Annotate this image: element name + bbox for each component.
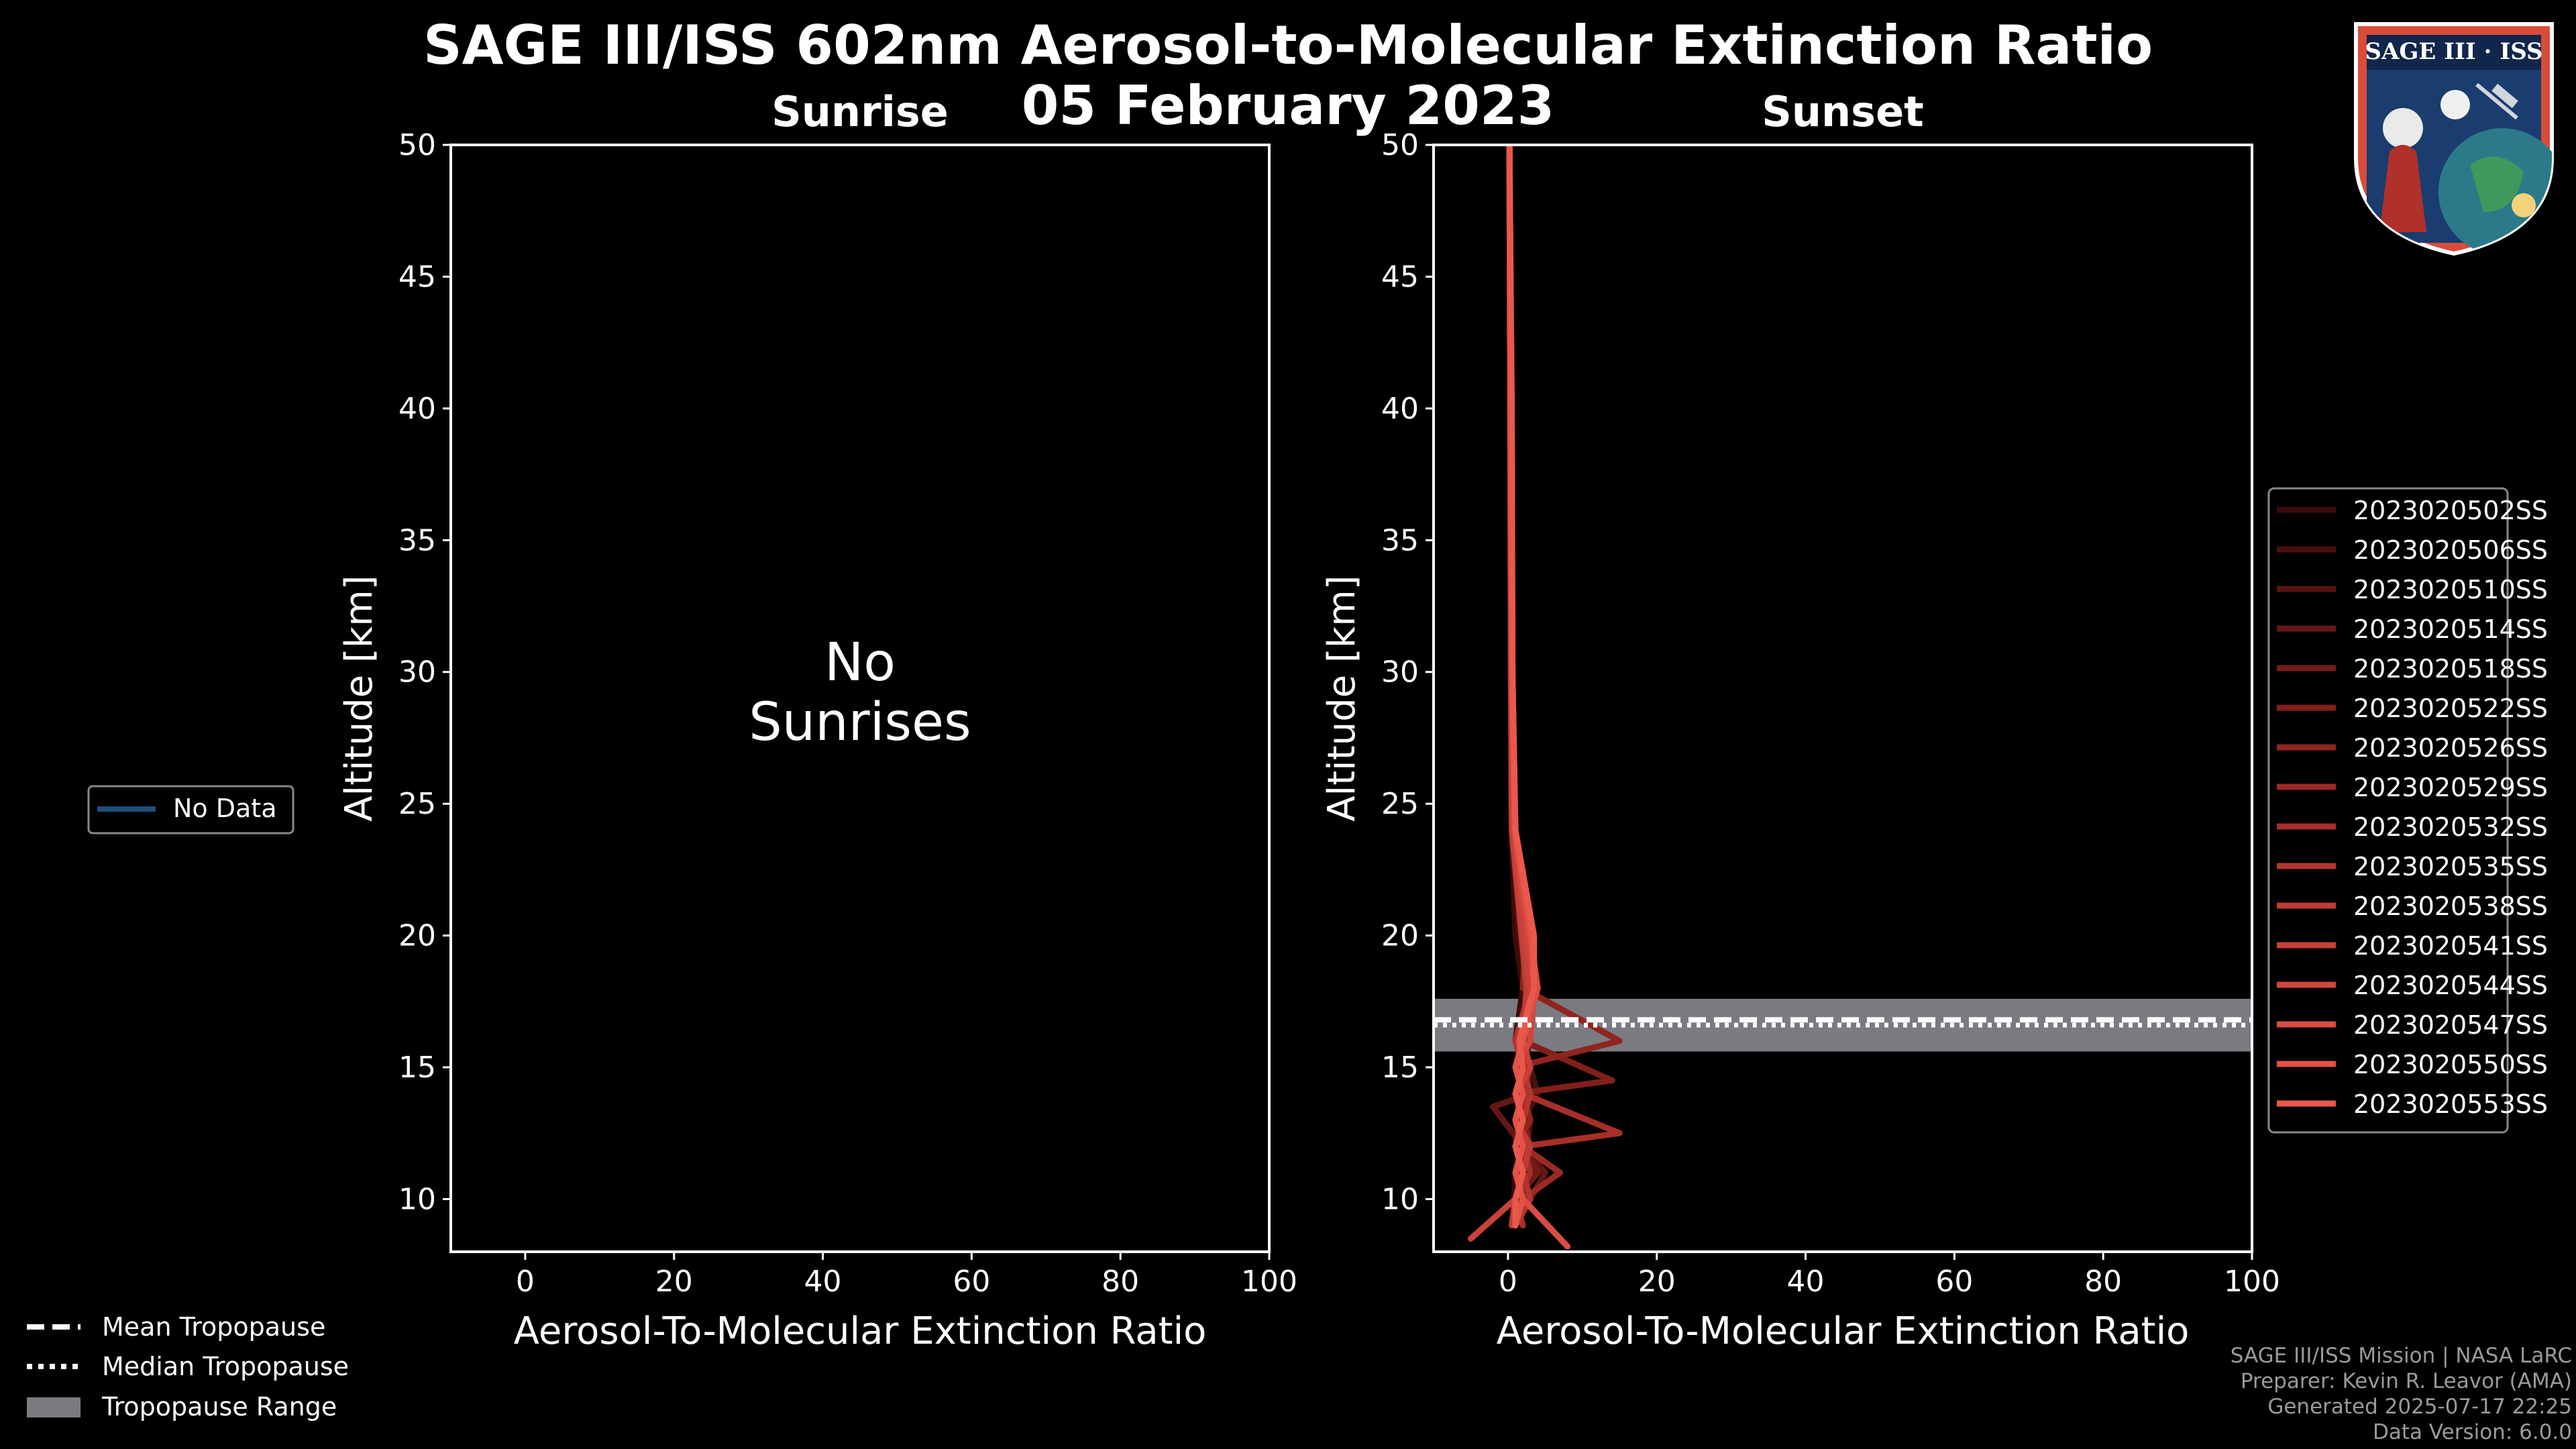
sunrise-ytick-label: 30 — [398, 655, 436, 690]
footer: SAGE III/ISS Mission | NASA LaRC Prepare… — [2231, 1343, 2572, 1445]
sunset-ytick-label: 15 — [1381, 1051, 1419, 1085]
sunset-panel: Sunset 0 20 40 60 80 100 10 15 20 25 30 35 40 45 50 Aero… — [1320, 87, 2548, 1353]
sunset-panel-title: Sunset — [1762, 87, 1924, 136]
figure-date: 05 February 2023 — [1022, 74, 1555, 137]
sunset-xtick-label: 60 — [1935, 1265, 1973, 1299]
sunrise-xtick-label: 80 — [1102, 1265, 1139, 1299]
no-sunrises-annotation-line1: No — [824, 633, 896, 693]
sunrise-panel-title: Sunrise — [771, 87, 949, 136]
legend-label-2023020532SS: 2023020532SS — [2353, 812, 2548, 842]
tropopause-range-swatch — [27, 1397, 80, 1417]
sunrise-panel: Sunrise 0 20 40 60 80 100 10 15 20 25 30 35 40 45 50 Aer… — [337, 87, 1297, 1353]
sunset-x-axis-label: Aerosol-To-Molecular Extinction Ratio — [1497, 1309, 2190, 1353]
sunset-xtick-label: 20 — [1638, 1265, 1676, 1299]
sunrise-ytick-label: 20 — [398, 919, 436, 953]
sunrise-xtick-label: 60 — [953, 1265, 990, 1299]
sunrise-ytick-label: 15 — [398, 1051, 436, 1085]
logo-text: SAGE III · ISS — [2365, 38, 2542, 65]
sunrise-ytick-label: 35 — [398, 523, 436, 557]
legend-label-2023020510SS: 2023020510SS — [2353, 575, 2548, 604]
sunset-legend-frame — [2267, 487, 2509, 1134]
sunset-ytick-label: 40 — [1381, 392, 1419, 426]
sunrise-ytick-label: 45 — [398, 260, 436, 294]
footer-version: Data Version: 6.0.0 — [2372, 1420, 2572, 1444]
legend-label-2023020550SS: 2023020550SS — [2353, 1050, 2548, 1079]
legend-label-2023020502SS: 2023020502SS — [2353, 496, 2548, 525]
sunset-xtick-label: 80 — [2084, 1265, 2122, 1299]
footer-generated: Generated 2025-07-17 22:25 — [2267, 1395, 2572, 1419]
sunrise-ytick-label: 25 — [398, 787, 436, 821]
legend-label-2023020553SS: 2023020553SS — [2353, 1089, 2548, 1119]
sunset-ytick-label: 10 — [1381, 1182, 1419, 1216]
no-sunrises-annotation-line2: Sunrises — [749, 692, 971, 753]
tropopause-range-label: Tropopause Range — [101, 1392, 337, 1421]
sunrise-xtick-label: 0 — [516, 1265, 535, 1299]
sunrise-x-axis-label: Aerosol-To-Molecular Extinction Ratio — [514, 1309, 1207, 1353]
sunrise-ytick-label: 10 — [398, 1182, 436, 1216]
legend-label-2023020547SS: 2023020547SS — [2353, 1010, 2548, 1040]
legend-label-2023020529SS: 2023020529SS — [2353, 773, 2548, 802]
sunset-xtick-label: 100 — [2224, 1265, 2280, 1299]
legend-label-2023020541SS: 2023020541SS — [2353, 931, 2548, 961]
sunrise-ytick-label: 40 — [398, 392, 436, 426]
footer-preparer: Preparer: Kevin R. Leavor (AMA) — [2240, 1369, 2572, 1393]
footer-mission: SAGE III/ISS Mission | NASA LaRC — [2230, 1344, 2572, 1368]
no-data-legend-label: No Data — [173, 794, 277, 823]
sunset-profiles — [1468, 145, 1623, 1250]
sunset-xtick-label: 40 — [1787, 1265, 1825, 1299]
sage-iii-iss-logo: SAGE III · ISS — [2354, 22, 2554, 256]
sunset-ytick-label: 50 — [1381, 128, 1419, 162]
sunset-ytick-label: 35 — [1381, 523, 1419, 557]
sunset-y-axis-label: Altitude [km] — [1320, 575, 1364, 821]
sunrise-xtick-label: 20 — [655, 1265, 693, 1299]
sunrise-xtick-label: 40 — [804, 1265, 842, 1299]
sunset-ytick-label: 30 — [1381, 655, 1419, 690]
median-tropopause-label: Median Tropopause — [102, 1352, 349, 1381]
sunset-ytick-label: 45 — [1381, 260, 1419, 294]
sunrise-y-axis-label: Altitude [km] — [337, 575, 381, 821]
no-data-legend-frame — [87, 785, 294, 835]
tropopause-legend: Mean Tropopause Median Tropopause Tropop… — [27, 1312, 349, 1421]
legend-label-2023020518SS: 2023020518SS — [2353, 654, 2548, 684]
sunset-axes-frame — [1432, 144, 2253, 1253]
sunrise-ytick-label: 50 — [398, 128, 436, 162]
mean-tropopause-label: Mean Tropopause — [102, 1312, 325, 1342]
legend-label-2023020535SS: 2023020535SS — [2353, 852, 2548, 881]
legend-label-2023020514SS: 2023020514SS — [2353, 614, 2548, 644]
tropopause-range-band — [1434, 998, 2252, 1052]
sunset-ytick-label: 25 — [1381, 787, 1419, 821]
legend-label-2023020526SS: 2023020526SS — [2353, 733, 2548, 763]
legend-label-2023020538SS: 2023020538SS — [2353, 892, 2548, 921]
sunset-xtick-label: 0 — [1499, 1265, 1517, 1299]
sunrise-xtick-label: 100 — [1241, 1265, 1297, 1299]
sunset-legend: 2023020502SS 2023020506SS 2023020510SS 2023… — [2267, 487, 2548, 1134]
sunset-ytick-label: 20 — [1381, 919, 1419, 953]
legend-label-2023020506SS: 2023020506SS — [2353, 535, 2548, 565]
figure-title: SAGE III/ISS 602nm Aerosol-to-Molecular … — [423, 14, 2153, 76]
profile-line-2023020553SS — [1506, 145, 1538, 1229]
no-data-legend: No Data — [87, 785, 294, 835]
sunrise-axes-frame — [449, 144, 1271, 1253]
legend-label-2023020522SS: 2023020522SS — [2353, 694, 2548, 723]
legend-label-2023020544SS: 2023020544SS — [2353, 971, 2548, 1000]
